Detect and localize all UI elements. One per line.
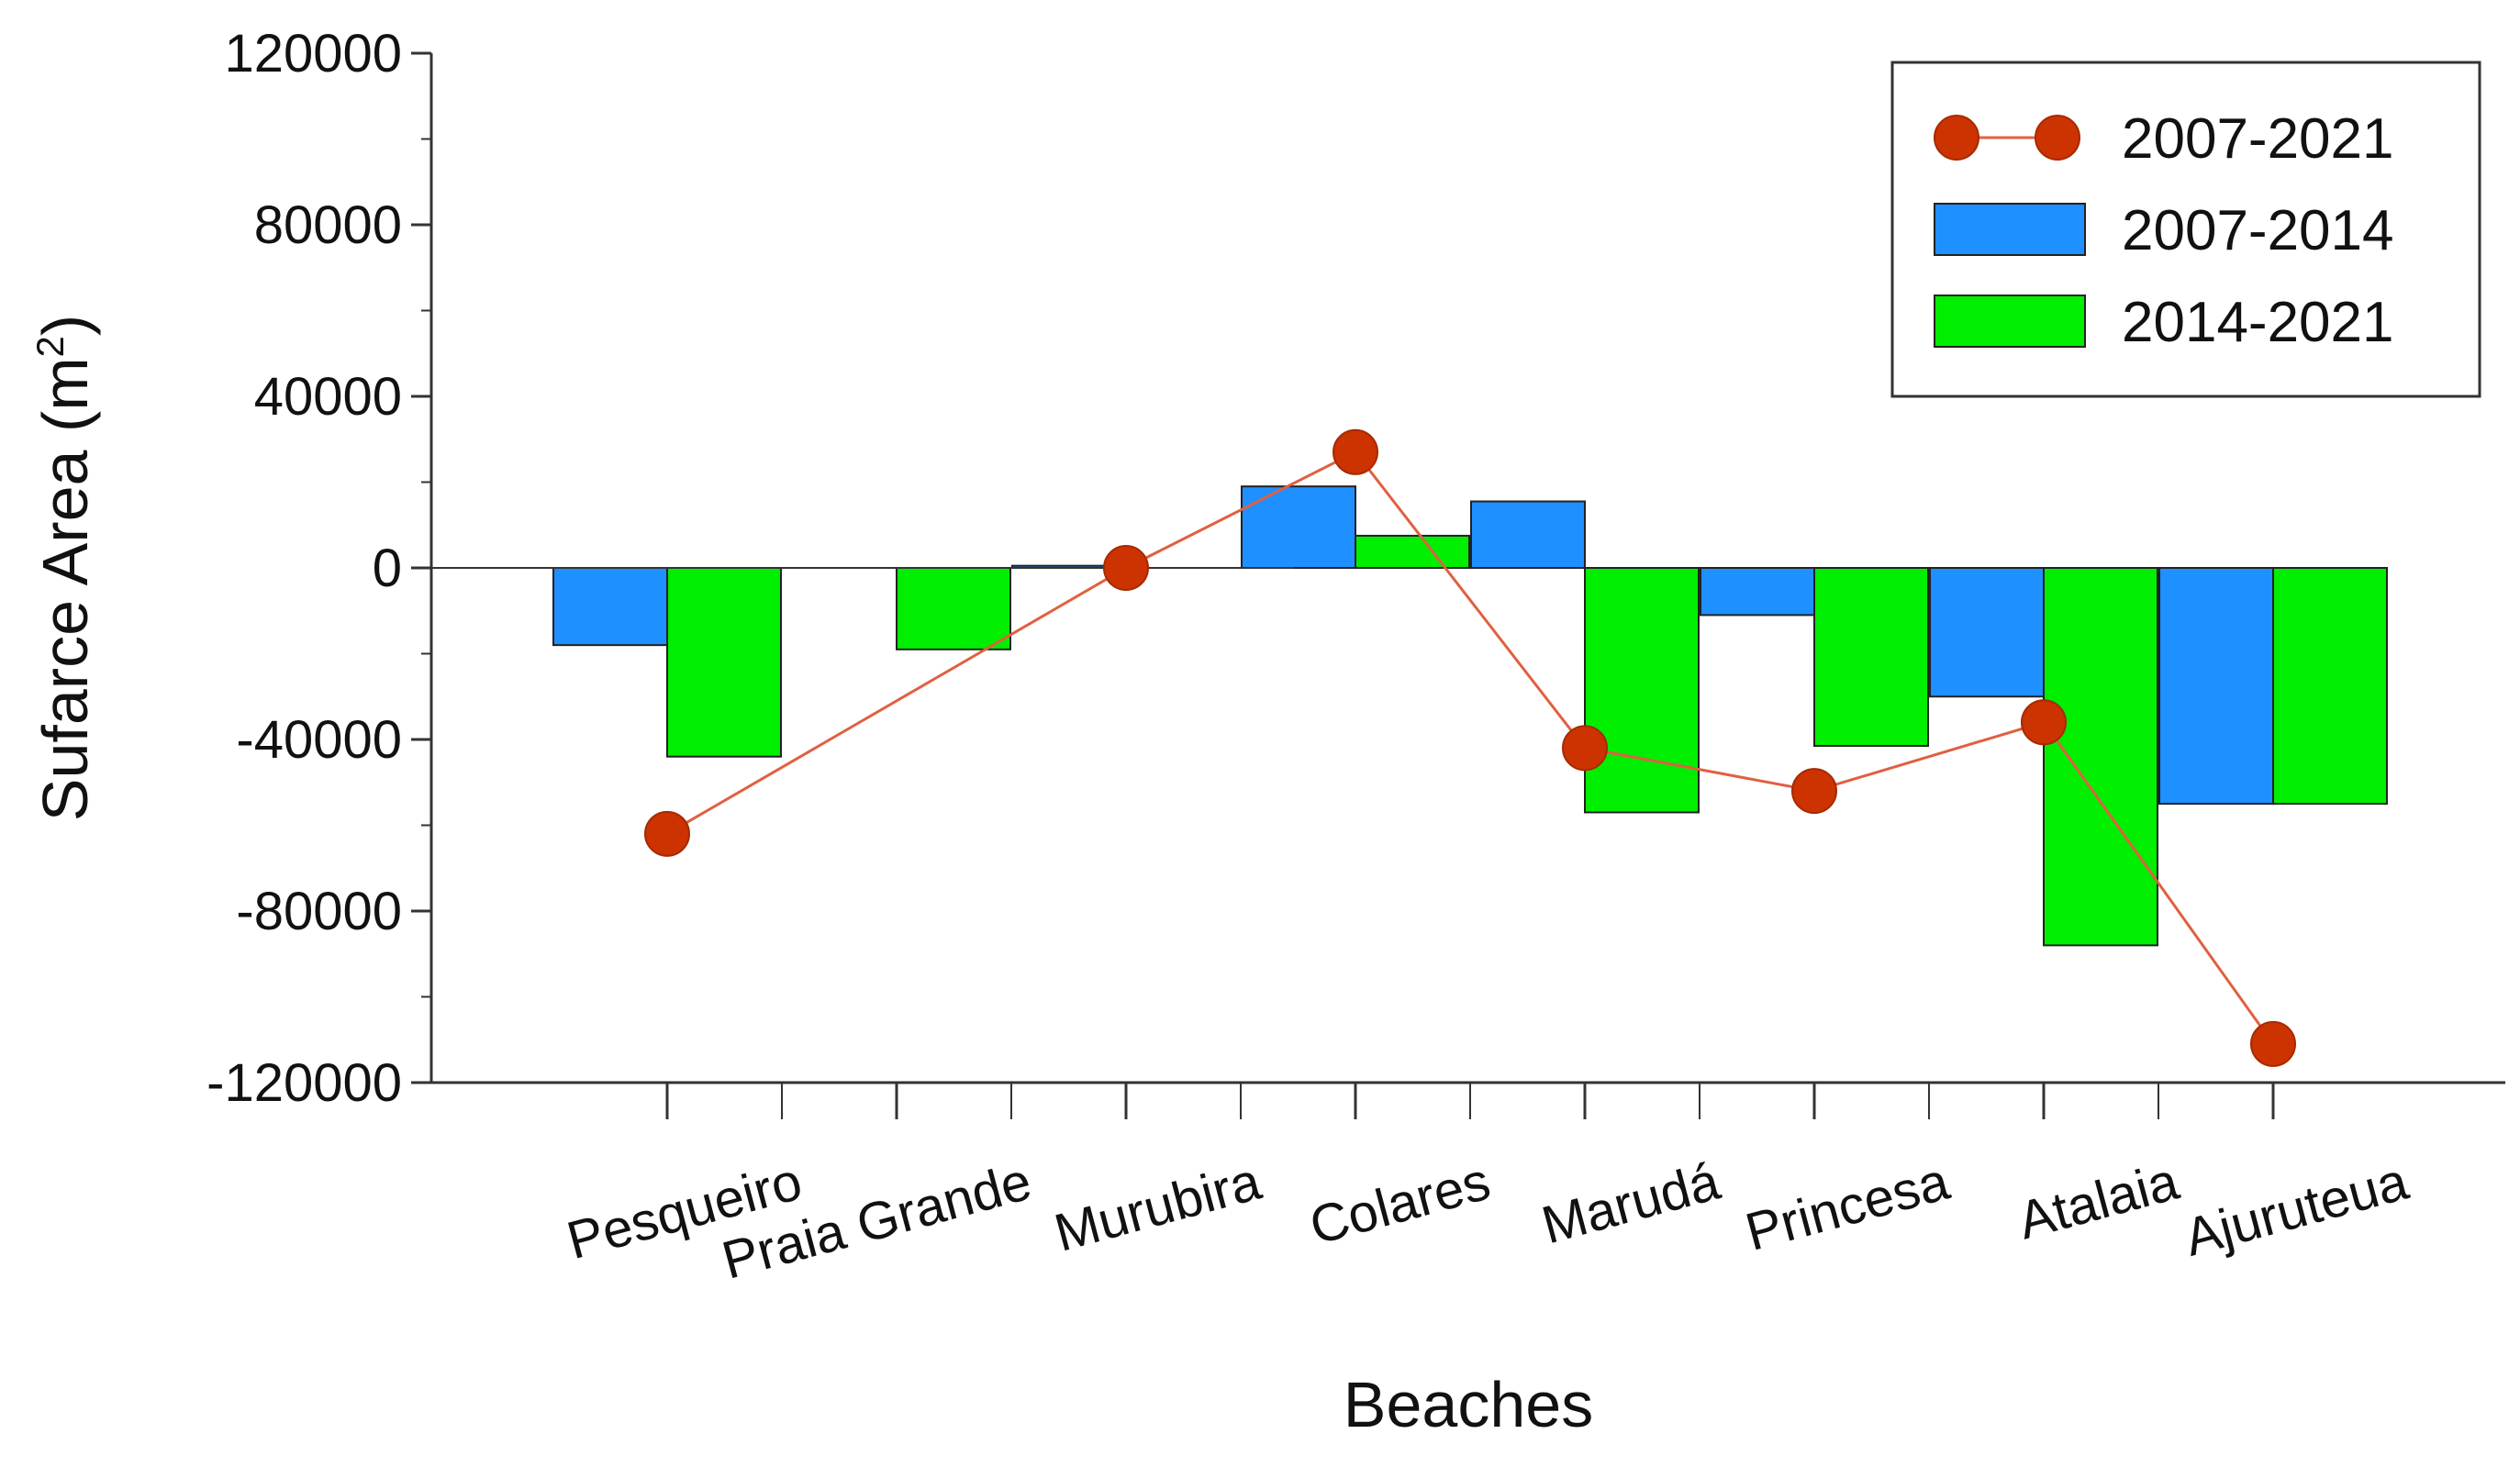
bar-2014-2021-Marudá — [1584, 567, 1700, 814]
y-axis-title: Sufarce Area (m2) — [28, 315, 101, 821]
x-category-label: Ajuruteua — [2179, 1151, 2414, 1268]
bar-2014-2021-Praia Grande — [896, 567, 1011, 650]
point-2007-2021-Ajuruteua — [2250, 1020, 2296, 1067]
bars — [431, 485, 2388, 947]
bar-2007-2014-Princesa — [1700, 567, 1815, 617]
legend-swatch-2014-2021 — [1934, 295, 2086, 348]
x-category-label: Murubira — [1048, 1151, 1267, 1263]
bar-2007-2014-Atalaia — [1929, 567, 2045, 698]
y-axis-title-main: Sufarce Area (m — [29, 357, 101, 821]
bar-2007-2014-Colares — [1241, 485, 1356, 569]
point-2007-2021-Murubira — [1103, 545, 1149, 591]
legend-marker-right — [2035, 115, 2080, 161]
bar-2007-2014-Marudá — [1470, 500, 1586, 569]
y-tick-label: -120000 — [206, 1053, 402, 1113]
point-2007-2021-Colares — [1332, 428, 1378, 475]
line-series — [644, 428, 2296, 1067]
y-tick-label: 80000 — [254, 195, 402, 255]
y-axis-title-superscript: 2 — [28, 336, 72, 357]
legend-label-2007-2014: 2007-2014 — [2122, 199, 2394, 262]
x-category-label: Marudá — [1536, 1151, 1726, 1256]
bar-2014-2021-Ajuruteua — [2272, 567, 2388, 806]
y-axis-title-close: ) — [29, 315, 101, 336]
bar-2014-2021-Atalaia — [2043, 567, 2158, 947]
y-tick-label: 0 — [373, 539, 402, 598]
bar-2014-2021-Princesa — [1813, 567, 1929, 748]
bar-2007-2014-Ajuruteua — [2158, 567, 2274, 806]
legend-swatch-2007-2014 — [1934, 203, 2086, 256]
point-2007-2021-Marudá — [1562, 725, 1608, 772]
point-2007-2021-Princesa — [1791, 768, 1837, 815]
bar-2014-2021-Pesqueiro — [666, 567, 782, 758]
x-axis-title: Beaches — [1344, 1369, 1593, 1440]
point-2007-2021-Atalaia — [2021, 699, 2067, 746]
y-tick-label: 40000 — [254, 367, 402, 427]
legend-label-2007-2021: 2007-2021 — [2122, 107, 2394, 171]
bar-2007-2014-Pesqueiro — [552, 567, 668, 647]
y-tick-label: 120000 — [224, 24, 402, 83]
bar-2014-2021-Colares — [1355, 534, 1470, 569]
y-tick-label: -80000 — [236, 882, 402, 941]
legend-marker-left — [1934, 115, 1979, 161]
point-2007-2021-Pesqueiro — [644, 810, 690, 857]
legend-label-2014-2021: 2014-2021 — [2122, 291, 2394, 354]
y-tick-label: -40000 — [236, 710, 402, 770]
x-category-label: Atalaia — [2012, 1151, 2185, 1251]
x-category-label: Princesa — [1740, 1151, 1957, 1262]
legend: 2007-2021 2007-2014 2014-2021 — [1890, 61, 2481, 398]
x-category-label: Colares — [1303, 1151, 1496, 1257]
